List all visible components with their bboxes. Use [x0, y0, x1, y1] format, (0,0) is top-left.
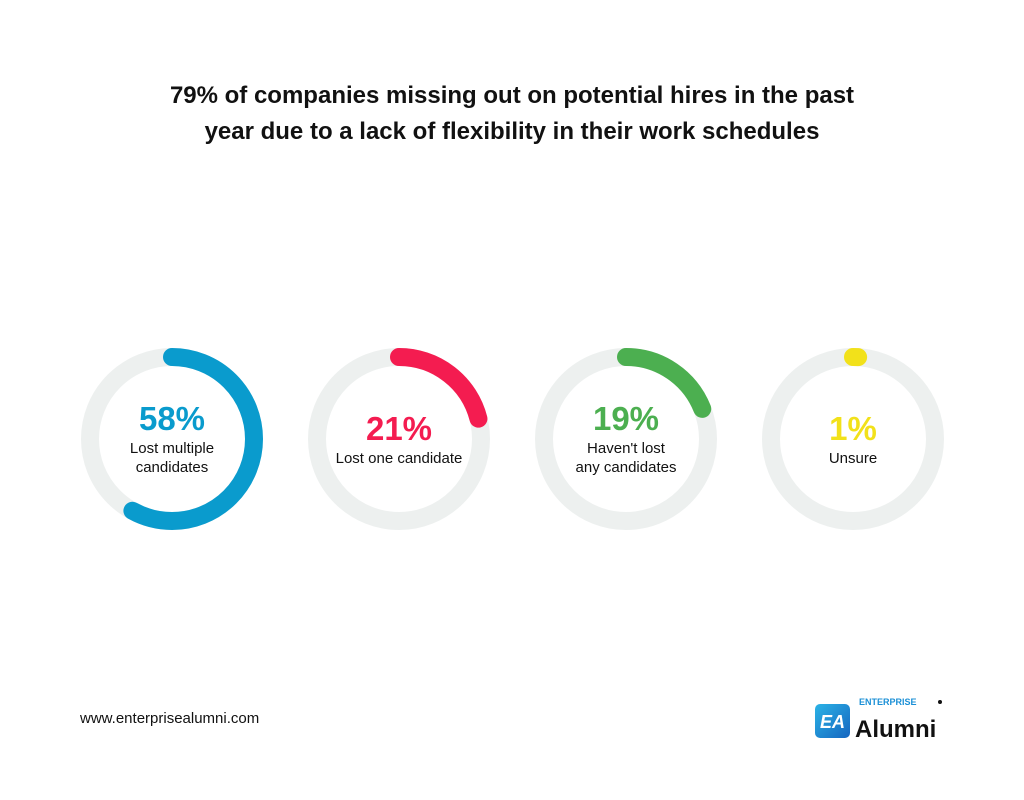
- caption-line: any candidates: [575, 459, 677, 476]
- category-caption: Lost multiple candidates: [92, 439, 252, 477]
- category-caption: Lost one candidate: [319, 449, 479, 468]
- donut-arc: [308, 348, 490, 530]
- donut-label: 1% Unsure: [773, 411, 933, 468]
- percent-value: 58%: [138, 400, 206, 437]
- caption-line: Unsure: [828, 450, 878, 467]
- category-caption: Haven't lost any candidates: [546, 439, 706, 477]
- percent-value: 19%: [592, 400, 660, 437]
- donut-arc: [535, 348, 717, 530]
- enterprise-alumni-logo: EA ENTERPRISE Alumni: [815, 697, 942, 742]
- svg-text:ENTERPRISE: ENTERPRISE: [859, 697, 917, 707]
- website-url[interactable]: www.enterprisealumni.com: [80, 710, 260, 727]
- donut-arc: [762, 348, 944, 530]
- caption-line: Lost one candidate: [335, 450, 463, 467]
- donut-arc: [81, 348, 263, 530]
- chart-title: 79% of companies missing out on potentia…: [169, 82, 855, 145]
- caption-line: candidates: [135, 459, 209, 476]
- category-caption: Unsure: [773, 449, 933, 468]
- donut-label: 19% Haven't lost any candidates: [546, 401, 706, 477]
- donut-label: 58% Lost multiple candidates: [92, 401, 252, 477]
- percent-value: 21%: [365, 410, 433, 447]
- percent-value: 1%: [829, 410, 877, 447]
- donut-label: 21% Lost one candidate: [319, 411, 479, 468]
- svg-text:EA: EA: [820, 712, 845, 732]
- svg-text:Alumni: Alumni: [855, 716, 936, 742]
- caption-line: Lost multiple: [129, 440, 215, 457]
- caption-line: Haven't lost: [587, 440, 665, 457]
